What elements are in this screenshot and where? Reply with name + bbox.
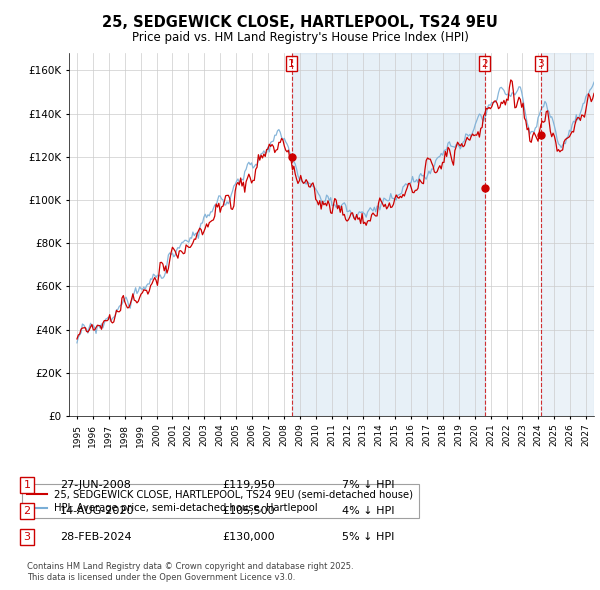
Legend: 25, SEDGEWICK CLOSE, HARTLEPOOL, TS24 9EU (semi-detached house), HPI: Average pr: 25, SEDGEWICK CLOSE, HARTLEPOOL, TS24 9E… — [22, 484, 419, 519]
Text: 7% ↓ HPI: 7% ↓ HPI — [342, 480, 395, 490]
Text: 3: 3 — [23, 532, 31, 542]
Text: 3: 3 — [538, 58, 544, 68]
Text: 4% ↓ HPI: 4% ↓ HPI — [342, 506, 395, 516]
Text: 28-FEB-2024: 28-FEB-2024 — [60, 532, 131, 542]
Text: 25, SEDGEWICK CLOSE, HARTLEPOOL, TS24 9EU: 25, SEDGEWICK CLOSE, HARTLEPOOL, TS24 9E… — [102, 15, 498, 30]
Text: 27-JUN-2008: 27-JUN-2008 — [60, 480, 131, 490]
Text: £130,000: £130,000 — [222, 532, 275, 542]
Text: Price paid vs. HM Land Registry's House Price Index (HPI): Price paid vs. HM Land Registry's House … — [131, 31, 469, 44]
Text: 14-AUG-2020: 14-AUG-2020 — [60, 506, 134, 516]
Bar — [292, 53, 485, 416]
Text: 1: 1 — [288, 58, 295, 68]
Bar — [541, 53, 594, 416]
Text: 2: 2 — [23, 506, 31, 516]
Text: Contains HM Land Registry data © Crown copyright and database right 2025.
This d: Contains HM Land Registry data © Crown c… — [27, 562, 353, 582]
Text: £119,950: £119,950 — [222, 480, 275, 490]
Text: 1: 1 — [23, 480, 31, 490]
Text: £105,500: £105,500 — [222, 506, 275, 516]
Text: 2: 2 — [481, 58, 488, 68]
Text: 5% ↓ HPI: 5% ↓ HPI — [342, 532, 394, 542]
